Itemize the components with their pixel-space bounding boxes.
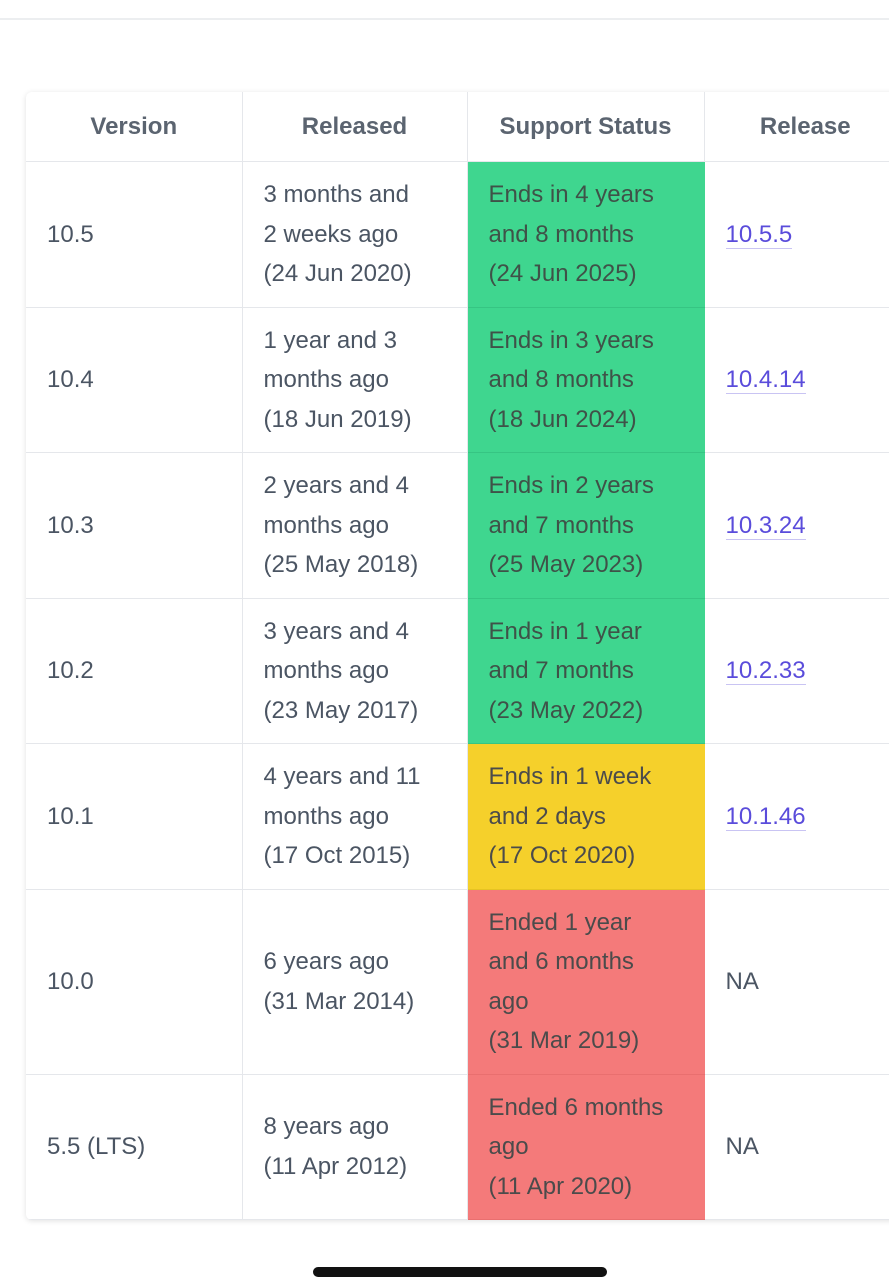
- release-na-text: NA: [725, 967, 759, 995]
- header-released: Released: [242, 92, 468, 162]
- header-version: Version: [26, 92, 243, 162]
- released-line: months ago: [263, 511, 389, 539]
- support-status-line: Ended 6 months: [488, 1093, 664, 1121]
- release-link[interactable]: 10.1.46: [725, 802, 806, 831]
- released-line: months ago: [263, 657, 389, 684]
- version-cell: 10.4: [26, 307, 243, 453]
- released-line: 3 years and 4: [263, 617, 409, 645]
- release-link[interactable]: 10.5.5: [725, 220, 793, 249]
- support-status-line: (23 May 2022): [488, 696, 644, 724]
- released-line: months ago: [263, 366, 389, 393]
- released-line: 4 years and 11: [263, 763, 421, 790]
- version-cell: 10.3: [26, 452, 243, 599]
- table-row: 10.3 2 years and 4 months ago (25 May 2018)…: [26, 452, 889, 599]
- support-status-line: (24 Jun 2025): [488, 260, 637, 287]
- version-cell: 10.0: [26, 889, 243, 1075]
- version-cell: 10.1: [26, 743, 243, 890]
- release-na-text: NA: [725, 1133, 759, 1160]
- support-status-line: ago: [488, 987, 529, 1015]
- release-cell: 10.2.33: [704, 598, 889, 744]
- support-status-line: and 2 days: [488, 802, 606, 830]
- released-cell: 8 years ago (11 Apr 2012): [242, 1074, 468, 1220]
- released-cell: 3 years and 4 months ago (23 May 2017): [242, 598, 468, 744]
- released-cell: 1 year and 3 months ago (18 Jun 2019): [242, 307, 468, 453]
- released-cell: 2 years and 4 months ago (25 May 2018): [242, 452, 468, 599]
- released-line: (17 Oct 2015): [263, 842, 411, 869]
- release-cell: 10.5.5: [704, 161, 889, 308]
- release-cell: NA: [704, 1074, 889, 1220]
- table-row: 5.5 (LTS) 8 years ago (11 Apr 2012) Ended 6…: [26, 1074, 889, 1220]
- version-cell: 10.5: [26, 161, 243, 308]
- support-table-card: Version Released Support Status Release …: [26, 92, 889, 1220]
- released-cell: 4 years and 11 months ago (17 Oct 2015): [242, 743, 468, 890]
- support-status-line: and 8 months: [488, 366, 634, 393]
- support-status-cell: Ends in 3 years and 8 months (18 Jun 2024): [467, 307, 705, 453]
- support-status-cell: Ends in 1 year and 7 months (23 May 2022): [467, 598, 705, 744]
- released-line: 8 years ago: [263, 1113, 389, 1141]
- released-cell: 3 months and 2 weeks ago (24 Jun 2020): [242, 161, 468, 308]
- release-cell: NA: [704, 889, 889, 1075]
- support-status-line: Ends in 3 years: [488, 326, 654, 354]
- table-row: 10.4 1 year and 3 months ago (18 Jun 2019) E…: [26, 307, 889, 453]
- table-row: 10.2 3 years and 4 months ago (23 May 2017)…: [26, 598, 889, 744]
- released-line: (24 Jun 2020): [263, 260, 412, 287]
- top-divider: [0, 18, 889, 20]
- table-row: 10.0 6 years ago (31 Mar 2014) Ended 1 year…: [26, 889, 889, 1075]
- support-status-line: and 8 months: [488, 220, 634, 248]
- support-status-line: and 7 months: [488, 511, 634, 539]
- support-table: Version Released Support Status Release …: [26, 92, 889, 1220]
- support-status-line: Ended 1 year: [488, 908, 632, 936]
- released-line: (18 Jun 2019): [263, 405, 412, 433]
- version-cell: 10.2: [26, 598, 243, 744]
- table-header: Version Released Support Status Release: [26, 92, 889, 162]
- released-line: 3 months and: [263, 181, 409, 208]
- release-cell: 10.1.46: [704, 743, 889, 890]
- release-cell: 10.3.24: [704, 452, 889, 599]
- release-link[interactable]: 10.2.33: [725, 657, 806, 685]
- support-status-line: (11 Apr 2020): [488, 1172, 633, 1200]
- header-support-status: Support Status: [467, 92, 705, 162]
- released-line: 2 years and 4: [263, 472, 409, 499]
- released-line: (25 May 2018): [263, 551, 419, 578]
- released-line: (31 Mar 2014): [263, 987, 415, 1015]
- support-status-line: (17 Oct 2020): [488, 842, 636, 869]
- support-status-line: Ends in 2 years: [488, 472, 654, 499]
- released-line: (11 Apr 2012): [263, 1152, 408, 1180]
- support-status-line: ago: [488, 1133, 529, 1160]
- release-link[interactable]: 10.4.14: [725, 366, 806, 394]
- support-status-cell: Ends in 2 years and 7 months (25 May 2023): [467, 452, 705, 599]
- support-status-line: (18 Jun 2024): [488, 405, 637, 433]
- support-status-line: Ends in 1 week: [488, 763, 652, 790]
- support-status-line: (25 May 2023): [488, 551, 644, 578]
- support-status-line: and 6 months: [488, 948, 634, 975]
- support-status-cell: Ends in 1 week and 2 days (17 Oct 2020): [467, 743, 705, 890]
- table-row: 10.5 3 months and 2 weeks ago (24 Jun 2020)…: [26, 161, 889, 308]
- support-status-line: Ends in 4 years: [488, 181, 654, 208]
- released-cell: 6 years ago (31 Mar 2014): [242, 889, 468, 1075]
- table-body: 10.5 3 months and 2 weeks ago (24 Jun 2020)…: [26, 161, 889, 1220]
- release-cell: 10.4.14: [704, 307, 889, 453]
- released-line: 6 years ago: [263, 948, 389, 975]
- support-status-line: and 7 months: [488, 657, 634, 684]
- support-status-line: (31 Mar 2019): [488, 1027, 640, 1054]
- home-indicator: [313, 1267, 607, 1277]
- table-row: 10.1 4 years and 11 months ago (17 Oct 2015…: [26, 743, 889, 890]
- released-line: 1 year and 3: [263, 326, 397, 354]
- support-status-cell: Ends in 4 years and 8 months (24 Jun 2025): [467, 161, 705, 308]
- header-release: Release: [704, 92, 889, 162]
- released-line: months ago: [263, 802, 389, 830]
- header-row: Version Released Support Status Release: [26, 92, 889, 162]
- support-status-line: Ends in 1 year: [488, 617, 642, 645]
- support-status-cell: Ended 6 months ago (11 Apr 2020): [467, 1074, 705, 1220]
- release-link[interactable]: 10.3.24: [725, 511, 806, 540]
- support-status-cell: Ended 1 year and 6 months ago (31 Mar 2019): [467, 889, 705, 1075]
- released-line: 2 weeks ago: [263, 220, 399, 248]
- version-cell: 5.5 (LTS): [26, 1074, 243, 1220]
- released-line: (23 May 2017): [263, 696, 419, 724]
